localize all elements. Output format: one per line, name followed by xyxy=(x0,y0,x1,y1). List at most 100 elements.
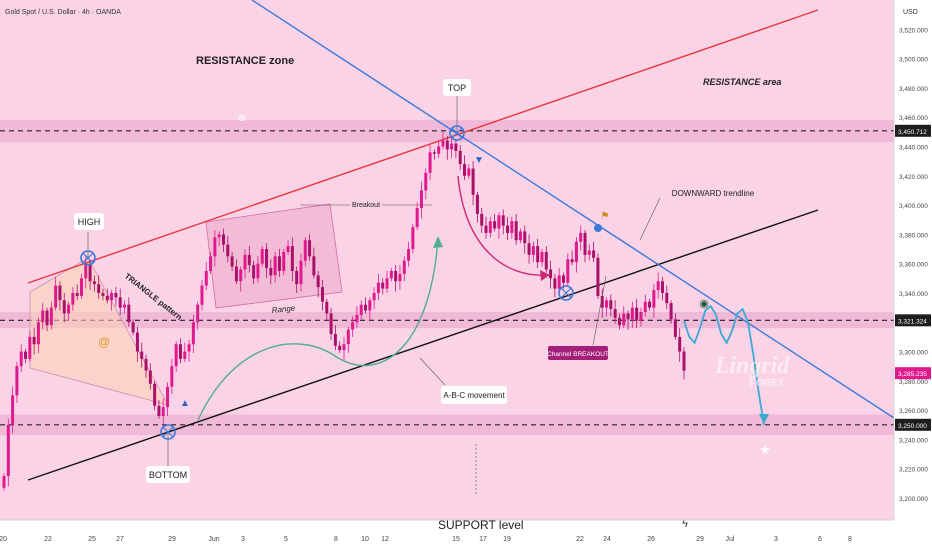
candle-body xyxy=(75,292,79,296)
watermark-logo: Lingrid xyxy=(714,353,791,379)
candle xyxy=(351,316,355,337)
candle xyxy=(67,301,71,321)
candle xyxy=(613,300,617,324)
downward-trendline-label: DOWNWARD trendline xyxy=(672,189,755,198)
candle-body xyxy=(135,332,139,352)
zone-resistance xyxy=(0,120,894,143)
support-channel-line[interactable] xyxy=(27,209,819,481)
candle-body xyxy=(299,260,303,285)
candle-body xyxy=(187,344,191,352)
candle-body xyxy=(338,345,342,351)
candle-body xyxy=(514,221,518,241)
candle-body xyxy=(437,146,441,154)
candle xyxy=(411,224,415,254)
candle xyxy=(497,212,501,239)
price-tick-label: 3,440.000 xyxy=(899,144,928,151)
candle xyxy=(441,131,445,150)
candle xyxy=(187,339,191,362)
candle xyxy=(105,288,109,304)
price-tick-label: 3,200.000 xyxy=(899,496,928,503)
time-tick-label: 8 xyxy=(334,536,338,543)
candle-body xyxy=(669,303,673,320)
candle-body xyxy=(389,270,393,279)
channel-breakout-marker[interactable] xyxy=(558,285,574,301)
candle-body xyxy=(475,194,479,214)
candle-body xyxy=(41,310,45,323)
price-axis-background xyxy=(894,0,932,550)
decline-arc xyxy=(457,175,549,276)
candle xyxy=(527,234,531,264)
retest-dot[interactable] xyxy=(594,224,602,232)
candle xyxy=(101,288,105,301)
event-icon[interactable]: ⊕ xyxy=(238,113,246,124)
candle-body xyxy=(566,259,570,283)
symbol-title[interactable]: Gold Spot / U.S. Dollar · 4h · OANDA xyxy=(5,9,121,16)
time-axis[interactable]: 20 22 25 27 29 Jun 3 5 8 10 12 15 17 19 22 24 26 29 Jul 3 6 8 xyxy=(0,519,894,543)
top-marker[interactable] xyxy=(449,125,465,141)
price-level-lines xyxy=(0,130,894,426)
candle-body xyxy=(247,254,251,266)
lightning-icon[interactable]: ϟ xyxy=(682,518,688,530)
candle xyxy=(381,278,385,295)
candle-body xyxy=(678,336,682,352)
candle-body xyxy=(88,263,92,282)
candle-body xyxy=(312,256,316,276)
candle xyxy=(239,266,243,292)
candle xyxy=(200,279,204,311)
candle-body xyxy=(394,270,398,282)
candle xyxy=(579,225,583,251)
bottom-marker[interactable] xyxy=(160,424,176,440)
candle xyxy=(62,292,66,323)
candle xyxy=(299,253,303,292)
candle xyxy=(510,216,514,239)
candle-body xyxy=(101,292,105,296)
candle-body xyxy=(123,304,127,308)
candle-body xyxy=(574,241,578,263)
candle-body xyxy=(170,366,174,387)
candle xyxy=(333,325,337,351)
candle-body xyxy=(596,257,600,296)
candle-body xyxy=(325,301,329,314)
time-tick-label: 26 xyxy=(647,536,655,543)
abc-label-connector xyxy=(419,357,446,386)
price-tick-label: 3,500.000 xyxy=(899,57,928,64)
candle xyxy=(273,251,277,283)
candle-body xyxy=(342,344,346,351)
candle xyxy=(570,250,574,266)
high-marker[interactable] xyxy=(80,250,96,266)
price-tag-box xyxy=(895,367,931,380)
candle-body xyxy=(660,281,664,293)
candle xyxy=(19,344,23,373)
candle-body xyxy=(536,246,540,263)
candle xyxy=(566,253,570,288)
candle xyxy=(549,260,553,289)
candle xyxy=(643,294,647,317)
time-tick-label: Jul xyxy=(726,536,735,543)
abc-arrowhead xyxy=(433,236,443,248)
candle xyxy=(277,249,281,277)
candle xyxy=(419,181,423,219)
candle-body xyxy=(609,300,613,310)
candle xyxy=(131,319,135,336)
candle-body xyxy=(28,336,32,359)
candle xyxy=(407,241,411,267)
candle xyxy=(678,328,682,362)
candle-body xyxy=(419,190,423,208)
candle-body xyxy=(648,301,652,308)
price-axis[interactable]: 3,200.000 3,220.000 3,240.000 3,260.000 3,28… xyxy=(893,0,928,520)
candle xyxy=(424,168,428,200)
candle-body xyxy=(635,307,639,321)
downward-trendline[interactable] xyxy=(251,0,895,419)
candle-body xyxy=(200,285,204,305)
candle-body xyxy=(549,269,553,279)
eye-icon: ◉ xyxy=(699,298,709,310)
candle xyxy=(269,259,273,285)
candles-group xyxy=(2,131,686,491)
candle-body xyxy=(639,312,643,321)
resistance-channel-line[interactable] xyxy=(27,9,819,284)
currency-label[interactable]: USD xyxy=(903,9,918,16)
candle-body xyxy=(226,244,230,257)
candle-body xyxy=(398,273,402,282)
